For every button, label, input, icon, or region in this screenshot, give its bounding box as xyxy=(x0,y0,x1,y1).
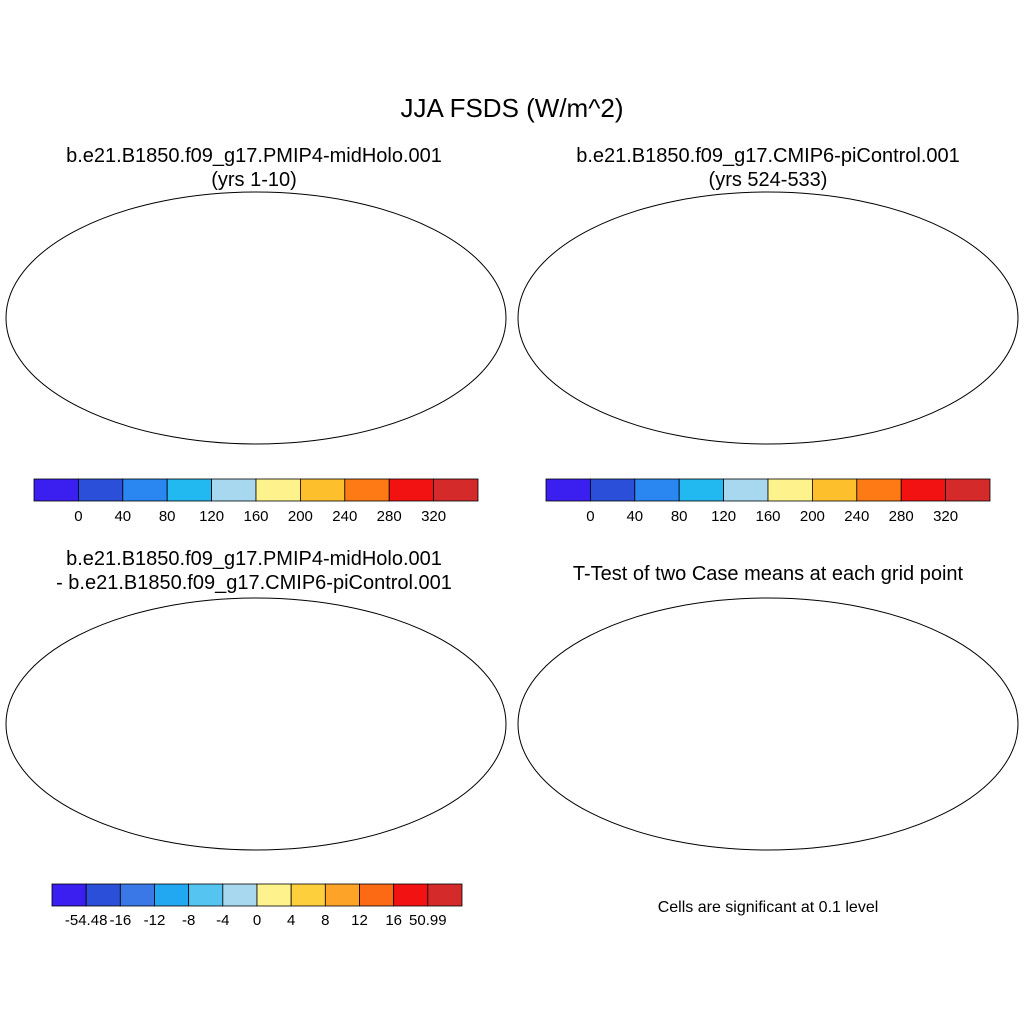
colorbar-tick-label: 200 xyxy=(799,508,825,525)
colorbar-tick-label: 280 xyxy=(888,508,914,525)
colorbar-box xyxy=(945,478,991,502)
colorbar-tick-label: 160 xyxy=(755,508,781,525)
colorbar-box xyxy=(154,883,190,907)
colorbar-box xyxy=(33,478,79,502)
panel2-title-line1: b.e21.B1850.f09_g17.CMIP6-piControl.001 xyxy=(576,145,960,167)
colorbar-box xyxy=(344,478,390,502)
colorbar-tick-label: 240 xyxy=(332,508,358,525)
colorbar-tick-label: 120 xyxy=(711,508,737,525)
colorbar-tick-label: 80 xyxy=(670,508,688,525)
colorbar-box xyxy=(723,478,769,502)
colorbar-tick-label: -8 xyxy=(181,912,196,929)
colorbar-tick-label: 320 xyxy=(421,508,447,525)
colorbar-box xyxy=(290,883,326,907)
colorbar-box xyxy=(767,478,813,502)
colorbar-tick-label: 0 xyxy=(586,508,595,525)
colorbar-box xyxy=(119,883,155,907)
colorbar-box xyxy=(299,478,346,502)
colorbar-box xyxy=(678,478,725,502)
colorbar-box xyxy=(812,478,858,502)
colorbar-box xyxy=(222,883,258,907)
colorbar-tick-label: -4 xyxy=(216,912,230,929)
panel4-footer: Cells are significant at 0.1 level xyxy=(657,899,879,916)
colorbar-tick-label: 320 xyxy=(933,508,959,525)
colorbar-box xyxy=(85,883,121,907)
panel3-title-line1: b.e21.B1850.f09_g17.PMIP4-midHolo.001 xyxy=(66,548,442,570)
map-panel-difference xyxy=(5,597,507,851)
colorbar-box xyxy=(359,883,395,907)
colorbar-tick-label: -16 xyxy=(109,912,132,929)
colorbar-box xyxy=(166,478,212,502)
colorbar-tick-label: -54.48 xyxy=(64,912,108,929)
colorbar-box xyxy=(51,883,87,907)
colorbar-box xyxy=(255,478,301,502)
colorbar-tick-label: 280 xyxy=(376,508,402,525)
panel1-title-line1: b.e21.B1850.f09_g17.PMIP4-midHolo.001 xyxy=(66,145,442,167)
colorbar-tick-label: 80 xyxy=(158,508,176,525)
colorbar-box xyxy=(856,478,902,502)
colorbar-tick-label: -12 xyxy=(143,912,166,929)
colorbar-tick-label: 0 xyxy=(74,508,83,525)
colorbar-box xyxy=(388,478,435,502)
colorbar-box xyxy=(78,478,124,502)
colorbar-box xyxy=(256,883,292,907)
main-title: JJA FSDS (W/m^2) xyxy=(400,93,624,123)
colorbar-box xyxy=(393,883,429,907)
colorbar-tick-label: 40 xyxy=(626,508,644,525)
colorbar-tick-label: 240 xyxy=(844,508,870,525)
colorbar-tick-label: 120 xyxy=(199,508,225,525)
map-panel-midholo xyxy=(5,191,507,445)
colorbar-picontrol xyxy=(545,478,991,502)
colorbar-tick-label: 4 xyxy=(286,912,296,929)
panel2-title-line2: (yrs 524-533) xyxy=(708,169,828,191)
map-panel-ttest xyxy=(517,597,1019,851)
colorbar-box xyxy=(545,478,591,502)
panel3-title-line2: - b.e21.B1850.f09_g17.CMIP6-piControl.00… xyxy=(56,572,452,594)
panel1-title-line2: (yrs 1-10) xyxy=(211,169,297,191)
colorbar-tick-label: 200 xyxy=(287,508,313,525)
colorbar-tick-label: 40 xyxy=(114,508,132,525)
colorbar-box xyxy=(211,478,257,502)
colorbar-box xyxy=(634,478,680,502)
colorbar-tick-label: 160 xyxy=(243,508,269,525)
colorbar-midholo xyxy=(33,478,479,502)
colorbar-tick-label: 12 xyxy=(351,912,368,929)
colorbar-difference xyxy=(51,883,463,907)
colorbar-box xyxy=(433,478,479,502)
colorbar-box xyxy=(122,478,168,502)
colorbar-tick-label: 16 xyxy=(385,912,402,929)
colorbar-tick-label: 8 xyxy=(321,912,330,929)
panel4-title: T-Test of two Case means at each grid po… xyxy=(572,563,964,585)
colorbar-tick-label: 0 xyxy=(252,912,262,929)
colorbar-box xyxy=(188,883,224,907)
colorbar-tick-label: 50.99 xyxy=(409,912,447,929)
colorbar-box xyxy=(590,478,636,502)
colorbar-box xyxy=(427,883,463,907)
colorbar-box xyxy=(324,883,360,907)
colorbar-box xyxy=(900,478,947,502)
map-panel-picontrol xyxy=(517,191,1019,445)
